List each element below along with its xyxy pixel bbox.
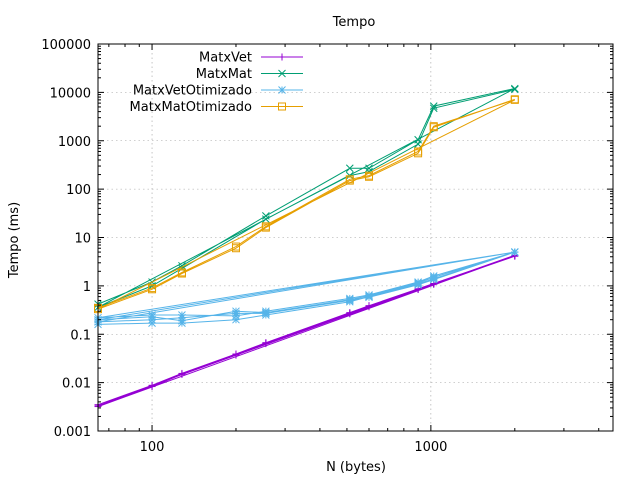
plot-area (94, 84, 519, 411)
data-point-marker (345, 176, 354, 185)
data-point-marker (510, 95, 519, 104)
data-point-marker (148, 315, 156, 324)
x-tick-label: 1000 (414, 440, 447, 455)
x-tick-label: 100 (140, 440, 165, 455)
y-tick-label: 0.01 (62, 377, 91, 392)
data-point-marker (178, 313, 186, 322)
series-MatxVetOtimizado (94, 248, 519, 329)
y-tick-label: 10000 (50, 86, 91, 101)
y-tick-label: 100 (66, 183, 91, 198)
data-point-marker (510, 84, 519, 93)
marker-stroke (278, 69, 286, 78)
y-tick-label: 1 (83, 280, 91, 295)
marker-stroke (365, 172, 374, 181)
data-point-marker (510, 85, 519, 94)
marker-stroke (345, 164, 354, 173)
marker-stroke (414, 140, 422, 149)
marker-stroke (178, 313, 186, 322)
marker-stroke (231, 244, 240, 253)
marker-stroke (278, 102, 286, 111)
legend-label: MatxVetOtimizado (133, 84, 252, 99)
data-point-marker (429, 275, 438, 284)
y-tick-label: 100000 (41, 38, 91, 53)
marker-stroke (365, 293, 373, 302)
data-point-marker (365, 293, 373, 302)
data-point-marker (262, 309, 270, 318)
data-point-marker (346, 310, 354, 318)
y-tick-label: 10 (74, 232, 91, 247)
data-point-marker (429, 123, 438, 132)
marker-stroke (365, 164, 373, 173)
marker-stroke (262, 212, 270, 220)
data-point-marker (231, 244, 240, 253)
legend-label: MatxMat (196, 67, 252, 82)
y-tick-label: 0.001 (54, 425, 91, 440)
data-point-marker (262, 212, 270, 220)
data-point-marker (278, 102, 286, 111)
data-point-marker (365, 164, 373, 173)
x-axis-label: N (bytes) (326, 460, 386, 475)
marker-stroke (429, 102, 438, 110)
marker-stroke (177, 269, 186, 278)
data-point-marker (429, 104, 438, 113)
y-tick-label: 0.1 (70, 328, 91, 343)
legend-label: MatxVet (199, 51, 252, 66)
data-point-marker (148, 285, 157, 294)
data-point-marker (414, 140, 422, 149)
marker-stroke (510, 95, 519, 104)
data-point-marker (414, 149, 423, 158)
marker-stroke (262, 309, 270, 318)
data-point-marker (365, 303, 373, 311)
marker-stroke (429, 123, 438, 132)
marker-stroke (261, 223, 270, 232)
data-point-marker (177, 269, 186, 278)
marker-stroke (510, 248, 519, 256)
marker-stroke (510, 84, 519, 93)
marker-stroke (414, 149, 423, 158)
data-point-marker (232, 351, 240, 359)
series-line (97, 254, 515, 408)
data-point-marker (365, 172, 374, 181)
data-point-marker (278, 69, 286, 78)
marker-stroke (148, 285, 157, 294)
marker-stroke (345, 296, 354, 305)
marker-stroke (414, 280, 422, 289)
marker-stroke (429, 275, 438, 284)
chart-title: Tempo (332, 15, 376, 30)
series-MatxVet (94, 251, 519, 411)
data-point-marker (510, 248, 519, 256)
data-point-marker (414, 280, 422, 289)
data-point-marker (178, 370, 186, 378)
series-MatxMatOtimizado (94, 95, 519, 314)
y-axis-label: Tempo (ms) (7, 202, 22, 279)
marker-stroke (510, 85, 519, 94)
series-line (97, 88, 516, 308)
marker-stroke (429, 104, 438, 113)
data-point-marker (261, 223, 270, 232)
data-point-marker (278, 53, 286, 61)
data-point-marker (278, 86, 286, 94)
marker-stroke (232, 315, 240, 324)
data-point-marker (429, 102, 438, 110)
marker-stroke (148, 315, 156, 324)
data-point-marker (262, 215, 270, 223)
marker-stroke (262, 215, 270, 223)
marker-stroke (278, 86, 286, 94)
marker-stroke (429, 272, 438, 280)
series-line (97, 251, 515, 325)
data-point-marker (262, 340, 270, 348)
y-tick-label: 1000 (58, 135, 91, 150)
marker-stroke (232, 309, 240, 318)
data-point-marker (232, 309, 240, 318)
data-point-marker (345, 164, 354, 173)
data-point-marker (345, 296, 354, 305)
data-point-marker (148, 383, 156, 391)
legend-label: MatxMatOtimizado (130, 100, 253, 115)
axis-ticks: 0.001 0.01 0.1 1 10 100 1000 10000 100000 100 1000 (41, 38, 613, 455)
marker-stroke (345, 176, 354, 185)
